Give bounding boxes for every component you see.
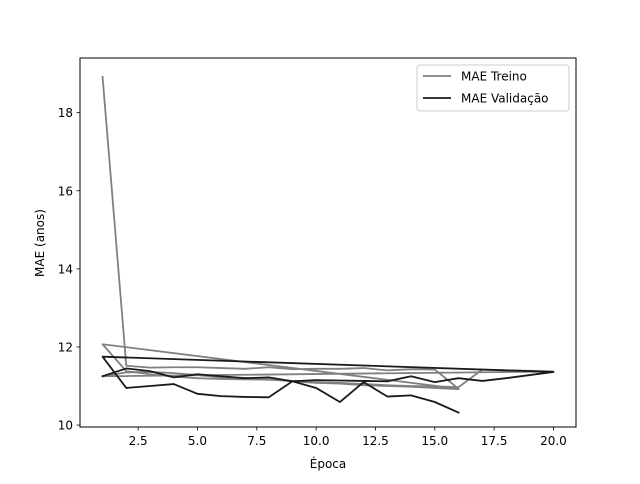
legend-box <box>416 64 570 112</box>
x-axis: 2.5 5.0 7.5 10.0 12.5 15.0 17.5 20.0 <box>129 427 567 448</box>
x-tick-label: 17.5 <box>481 434 508 448</box>
x-tick-label: 5.0 <box>188 434 207 448</box>
series-line-mae-validacao <box>101 355 555 414</box>
y-axis: 10 12 14 16 18 <box>58 106 80 433</box>
x-tick-label: 10.0 <box>303 434 330 448</box>
y-tick-label: 10 <box>58 419 73 433</box>
plot-lines <box>101 75 555 414</box>
x-tick-label: 20.0 <box>540 434 567 448</box>
x-tick-label: 7.5 <box>247 434 266 448</box>
x-tick-label: 2.5 <box>129 434 148 448</box>
legend-label-mae-treino: MAE Treino <box>461 70 527 84</box>
x-axis-label: Época <box>310 456 347 471</box>
legend: MAE Treino MAE Validação <box>416 64 570 112</box>
y-axis-label: MAE (anos) <box>33 209 47 277</box>
x-tick-label: 15.0 <box>421 434 448 448</box>
plot-frame <box>79 57 577 428</box>
y-tick-label: 12 <box>58 340 73 354</box>
y-tick-label: 16 <box>58 184 73 198</box>
x-tick-label: 12.5 <box>362 434 389 448</box>
series-line-mae-treino <box>101 75 555 391</box>
y-tick-label: 14 <box>58 262 73 276</box>
legend-label-mae-validacao: MAE Validação <box>461 92 549 106</box>
y-tick-label: 18 <box>58 106 73 120</box>
